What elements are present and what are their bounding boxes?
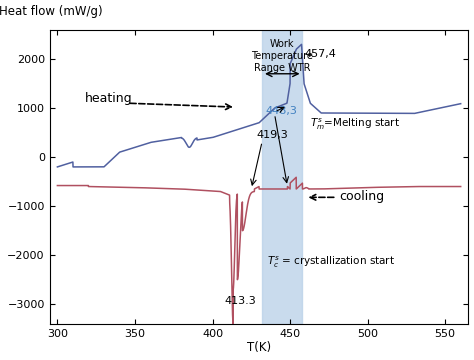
- Bar: [262, 30, 302, 324]
- Text: Work
Temperature
Range WTR: Work Temperature Range WTR: [251, 40, 313, 73]
- Text: $T_m^s$=Melting start: $T_m^s$=Melting start: [310, 116, 400, 132]
- Text: 448,3: 448,3: [265, 107, 297, 117]
- Text: 419,3: 419,3: [256, 130, 288, 140]
- Text: cooling: cooling: [340, 190, 385, 203]
- Text: Heat flow (mW/g): Heat flow (mW/g): [0, 5, 103, 18]
- X-axis label: T(K): T(K): [247, 341, 271, 355]
- Text: heating: heating: [85, 92, 133, 105]
- Text: $T_c^s$ = crystallization start: $T_c^s$ = crystallization start: [267, 255, 395, 270]
- Text: 457,4: 457,4: [304, 49, 336, 59]
- Text: 413.3: 413.3: [225, 296, 256, 306]
